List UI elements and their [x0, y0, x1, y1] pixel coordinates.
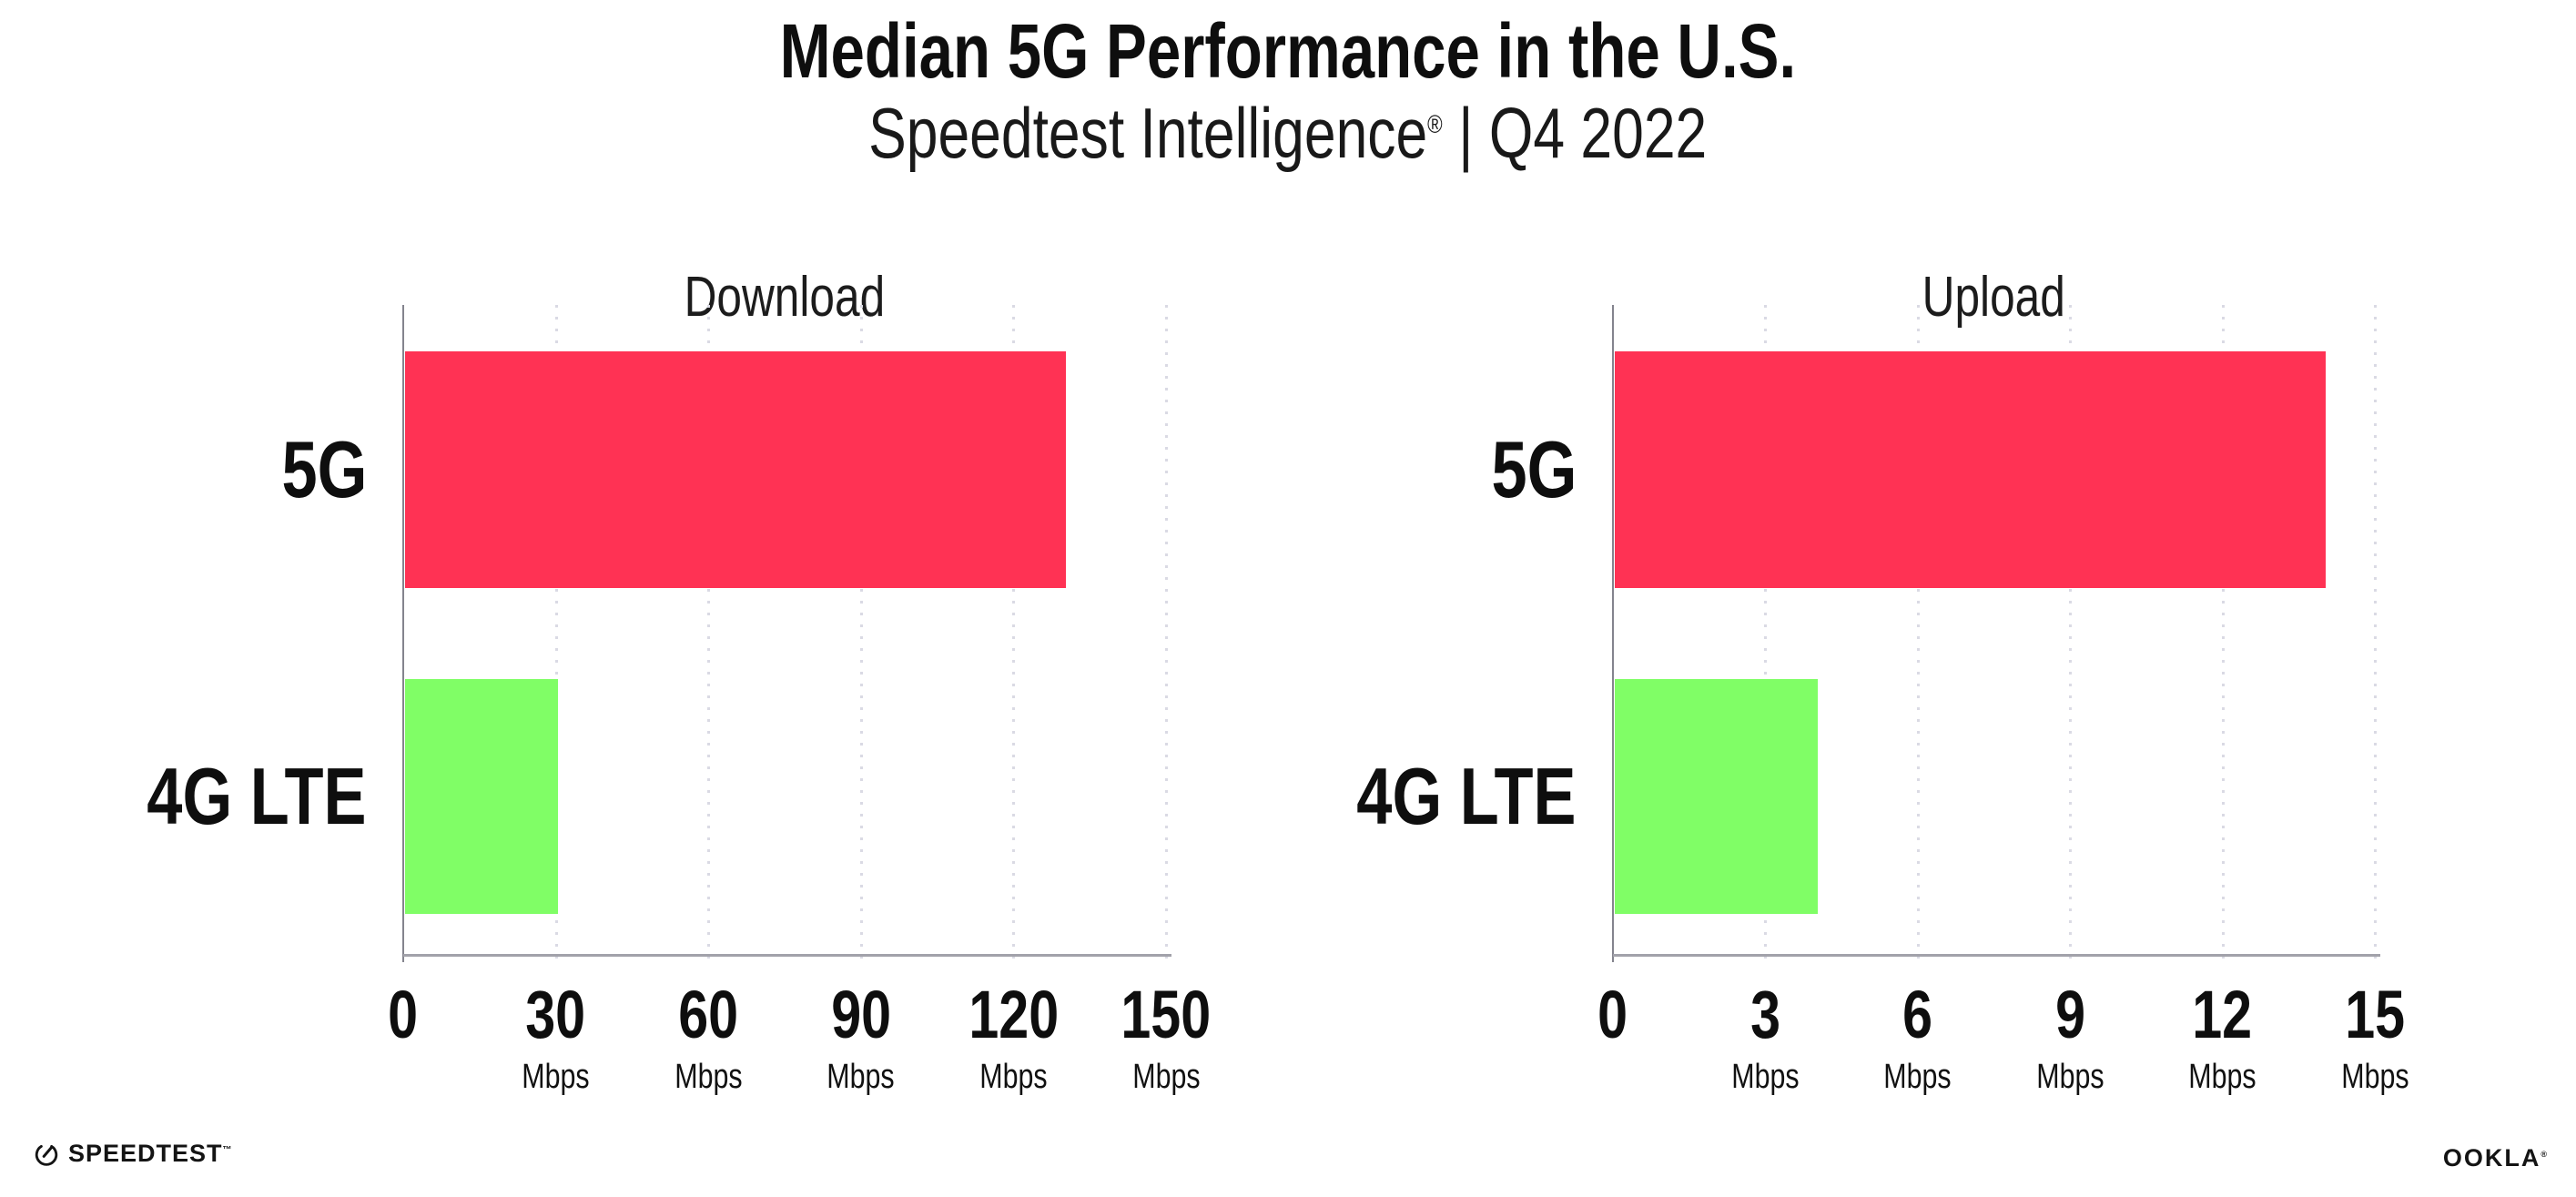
speedtest-logo: SPEEDTEST™	[33, 1140, 233, 1168]
tick-value: 0	[388, 977, 419, 1052]
trademark-mark: ™	[222, 1145, 233, 1155]
tick-unit: Mbps	[1883, 1058, 1952, 1096]
tick-value: 150	[1121, 977, 1212, 1052]
y-axis-line	[1612, 305, 1614, 962]
upload-chart-title: Upload	[1613, 265, 2375, 330]
gridline	[2069, 305, 2073, 964]
tick-unit: Mbps	[1731, 1058, 1800, 1096]
x-tick: 3 Mbps	[1683, 977, 1847, 1096]
page-title: Median 5G Performance in the U.S.	[0, 11, 2576, 91]
ookla-label: OOKLA	[2442, 1144, 2541, 1172]
ookla-logo: OOKLA®	[2443, 1144, 2549, 1172]
gridline	[707, 305, 711, 964]
x-tick: 120 Mbps	[931, 977, 1095, 1096]
tick-unit: Mbps	[979, 1058, 1048, 1096]
page-subtitle: Speedtest Intelligence® | Q4 2022	[0, 93, 2576, 173]
category-label-text: 4G LTE	[147, 750, 367, 841]
download-plot-area	[402, 305, 1171, 964]
page-subtitle-text: Speedtest Intelligence® | Q4 2022	[868, 93, 1708, 173]
tick-unit: Mbps	[522, 1058, 590, 1096]
download-5g-label: 5G	[0, 351, 367, 587]
tick-value: 3	[1749, 977, 1780, 1052]
x-tick: 0	[1531, 981, 1695, 1049]
tick-value: 0	[1597, 977, 1628, 1052]
registered-mark: ®	[2541, 1150, 2549, 1159]
tick-unit: Mbps	[674, 1058, 743, 1096]
upload-plot-area	[1612, 305, 2380, 964]
tick-value: 30	[525, 977, 586, 1052]
tick-unit: Mbps	[2188, 1058, 2257, 1096]
gridline	[1165, 305, 1168, 964]
tick-unit: Mbps	[2340, 1058, 2409, 1096]
tick-unit: Mbps	[2036, 1058, 2104, 1096]
subtitle-brand: Speedtest Intelligence	[868, 93, 1428, 173]
gridline	[859, 305, 863, 964]
gridline	[1764, 305, 1768, 964]
registered-mark: ®	[1427, 110, 1443, 138]
y-axis-line	[402, 305, 404, 962]
tick-value: 6	[1902, 977, 1933, 1052]
x-tick: 12 Mbps	[2141, 977, 2305, 1096]
subtitle-period: | Q4 2022	[1458, 93, 1708, 173]
gridline	[2221, 305, 2225, 964]
category-label-text: 5G	[1491, 423, 1577, 514]
tick-value: 15	[2345, 977, 2405, 1052]
upload-4g-bar	[1615, 679, 1819, 914]
gridline	[554, 305, 558, 964]
gridline	[2374, 305, 2377, 964]
tick-unit: Mbps	[827, 1058, 895, 1096]
tick-unit: Mbps	[1131, 1058, 1201, 1096]
x-tick: 150 Mbps	[1084, 977, 1248, 1096]
x-tick: 0	[321, 981, 485, 1049]
x-tick: 9 Mbps	[1988, 977, 2152, 1096]
category-label-text: 5G	[281, 423, 367, 514]
tick-value: 9	[2054, 977, 2085, 1052]
download-4g-label: 4G LTE	[0, 679, 367, 913]
ookla-wordmark: OOKLA®	[2443, 1144, 2549, 1172]
category-label-text: 4G LTE	[1356, 750, 1577, 841]
x-tick: 6 Mbps	[1836, 977, 2000, 1096]
tick-value: 90	[830, 977, 891, 1052]
speedtest-wordmark: SPEEDTEST™	[68, 1140, 233, 1168]
upload-5g-bar	[1615, 351, 2327, 588]
upload-4g-label: 4G LTE	[1211, 679, 1577, 913]
tick-value: 12	[2192, 977, 2253, 1052]
speedtest-gauge-icon	[35, 1144, 58, 1166]
x-axis-line	[1613, 954, 2380, 957]
page-title-text: Median 5G Performance in the U.S.	[779, 8, 1797, 94]
upload-5g-label: 5G	[1211, 351, 1577, 587]
x-tick: 30 Mbps	[474, 977, 638, 1096]
tick-value: 60	[678, 977, 739, 1052]
speedtest-label: SPEEDTEST	[68, 1140, 223, 1167]
x-tick: 15 Mbps	[2293, 977, 2457, 1096]
upload-chart-title-text: Upload	[1922, 266, 2066, 330]
tick-value: 120	[969, 977, 1059, 1052]
gridline	[1012, 305, 1016, 964]
gridline	[1916, 305, 1920, 964]
x-tick: 90 Mbps	[779, 977, 943, 1096]
x-tick: 60 Mbps	[626, 977, 790, 1096]
download-5g-bar	[405, 351, 1067, 588]
download-chart-title-text: Download	[684, 266, 886, 330]
download-4g-bar	[405, 679, 558, 914]
download-chart-title: Download	[403, 265, 1166, 330]
x-axis-line	[403, 954, 1171, 957]
